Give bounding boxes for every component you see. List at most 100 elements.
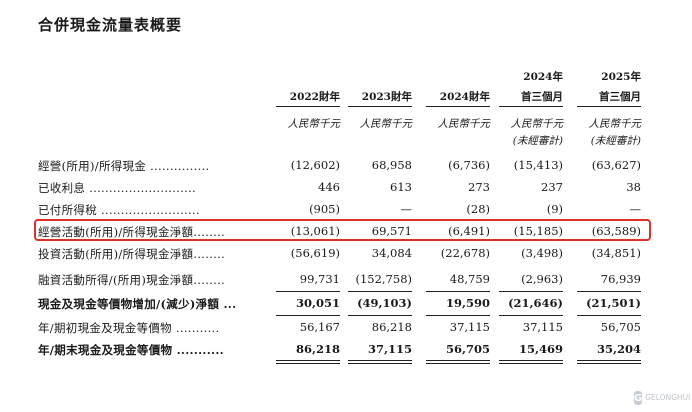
table-cell: (15,413) (513, 158, 563, 172)
subtotal-rule (348, 291, 412, 292)
column-header: 2022財年 (289, 91, 340, 103)
row-label: 年/期末現金及現金等價物 ........... (38, 343, 224, 357)
header-rule (426, 106, 490, 107)
table-cell: (12,602) (290, 158, 340, 172)
audit-note: (未經審計) (590, 135, 641, 147)
table-cell: 56,167 (299, 320, 340, 334)
table-cell: 446 (318, 180, 340, 194)
total-double-rule (276, 363, 340, 364)
table-cell: 273 (468, 180, 490, 194)
unit-label: 人民幣千元 (359, 118, 413, 130)
table-row: 經營(所用)/所得現金 ............... (12,602) 68,95… (38, 156, 648, 176)
table-row: 年/期末現金及現金等價物 ........... 86,218 37,115 56,7… (38, 340, 648, 360)
table-cell: (905) (309, 202, 340, 216)
subtotal-underline (499, 315, 563, 316)
column-header: 2023財年 (361, 91, 412, 103)
table-cell: 38 (626, 180, 641, 194)
table-cell: 76,939 (600, 272, 641, 286)
header-rule (276, 106, 340, 107)
subtotal-underline (348, 315, 412, 316)
table-cell: 86,218 (295, 342, 340, 356)
table-cell: 34,084 (371, 246, 412, 260)
row-label: 經營活動(所用)/所得現金淨額........ (38, 225, 225, 239)
table-cell: (6,491) (448, 224, 490, 238)
table-cell: 15,469 (518, 342, 563, 356)
table-cell: 99,731 (299, 272, 340, 286)
table-row: 年/期初現金及現金等價物 ........... 56,167 86,218 37,1… (38, 318, 648, 338)
header-rule (348, 106, 412, 107)
unit-label: 人民幣千元 (588, 118, 642, 130)
column-header: 首三個月 (521, 91, 563, 103)
table-cell: (63,589) (591, 224, 641, 238)
table-row: 已付所得稅 ......................... (905) — (28… (38, 200, 648, 220)
table-cell: 69,571 (371, 224, 412, 238)
column-header: 2024財年 (439, 91, 490, 103)
column-header-top: 2024年 (523, 71, 563, 83)
table-cell: (13,061) (290, 224, 340, 238)
table-cell: — (629, 202, 642, 216)
row-label: 融資活動所得/(所用)現金淨額........ (38, 273, 225, 287)
subtotal-rule (426, 291, 490, 292)
table-cell: (49,103) (357, 296, 412, 310)
total-double-rule (577, 363, 641, 364)
watermark-logo: G GELONGHUI (634, 388, 690, 408)
table-cell: 56,705 (600, 320, 641, 334)
table-cell: (152,758) (355, 272, 412, 286)
table-cell: 68,958 (371, 158, 412, 172)
total-double-rule (499, 363, 563, 364)
subtotal-underline (276, 315, 340, 316)
row-label: 已付所得稅 ......................... (38, 203, 200, 217)
table-cell: (3,498) (521, 246, 563, 260)
subtotal-rule (276, 291, 340, 292)
audit-note: (未經審計) (512, 135, 563, 147)
table-row: 現金及現金等價物增加/(減少)淨額 ... 30,051 (49,103) 19,59… (38, 294, 648, 314)
table-cell: 35,204 (596, 342, 641, 356)
table-cell: — (400, 202, 413, 216)
table-cell: 30,051 (295, 296, 340, 310)
table-cell: (21,646) (508, 296, 563, 310)
logo-icon: G (634, 391, 643, 405)
table-row: 已收利息 ........................... 446 613 27… (38, 178, 648, 198)
subtotal-underline (426, 315, 490, 316)
header-rule (577, 106, 641, 107)
table-cell: (63,627) (591, 158, 641, 172)
table-cell: (34,851) (591, 246, 641, 260)
column-header: 首三個月 (599, 91, 641, 103)
unit-label: 人民幣千元 (510, 118, 564, 130)
table-cell: (21,501) (586, 296, 641, 310)
table-cell: (9) (546, 202, 563, 216)
table-cell: (15,185) (513, 224, 563, 238)
total-double-rule (499, 360, 563, 361)
unit-label: 人民幣千元 (437, 118, 491, 130)
header-rule (499, 106, 563, 107)
table-cell: 56,705 (445, 342, 490, 356)
table-cell: 37,115 (449, 320, 490, 334)
table-cell: (2,963) (521, 272, 563, 286)
total-double-rule (348, 363, 412, 364)
table-cell: (6,736) (448, 158, 490, 172)
table-row: 融資活動所得/(所用)現金淨額........ 99,731 (152,758) 48… (38, 270, 648, 290)
total-double-rule (276, 360, 340, 361)
subtotal-underline (577, 315, 641, 316)
row-label: 現金及現金等價物增加/(減少)淨額 ... (38, 297, 237, 311)
total-double-rule (348, 360, 412, 361)
table-cell: (22,678) (440, 246, 490, 260)
page-title: 合併現金流量表概要 (38, 16, 183, 34)
logo-text: GELONGHUI (645, 393, 691, 402)
table-row: 投資活動(所用)/所得現金淨額........ (56,619) 34,084 (22… (38, 244, 648, 264)
subtotal-rule (577, 291, 641, 292)
subtotal-rule (499, 291, 563, 292)
row-label: 已收利息 ........................... (38, 181, 196, 195)
table-cell: 19,590 (445, 296, 490, 310)
highlight-box (34, 219, 651, 241)
table-cell: (56,619) (290, 246, 340, 260)
row-label: 年/期初現金及現金等價物 ........... (38, 321, 220, 335)
table-row: 經營活動(所用)/所得現金淨額........ (13,061) 69,571 (6,… (38, 222, 648, 242)
table-cell: 37,115 (367, 342, 412, 356)
row-label: 投資活動(所用)/所得現金淨額........ (38, 247, 225, 261)
total-double-rule (426, 363, 490, 364)
table-cell: 237 (541, 180, 563, 194)
unit-label: 人民幣千元 (287, 118, 341, 130)
total-double-rule (577, 360, 641, 361)
column-header-top: 2025年 (601, 71, 641, 83)
